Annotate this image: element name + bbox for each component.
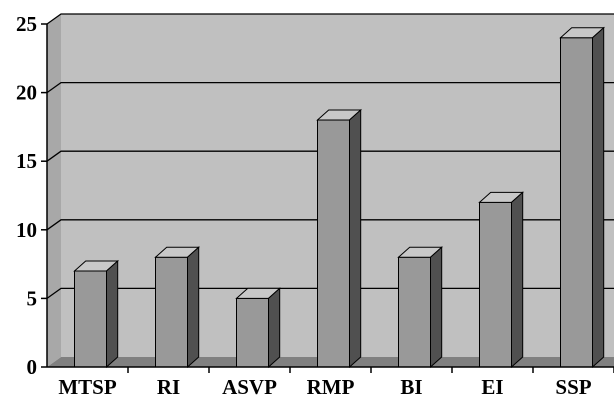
bar-side bbox=[106, 259, 119, 369]
side-wall bbox=[47, 14, 61, 367]
bar-side bbox=[430, 246, 443, 369]
bar-front bbox=[479, 201, 512, 368]
gridline bbox=[46, 150, 614, 162]
x-tick-label: EI bbox=[481, 375, 503, 399]
bar bbox=[235, 287, 282, 369]
x-tick-label: ASVP bbox=[222, 375, 277, 399]
bars bbox=[73, 26, 606, 369]
bar bbox=[316, 108, 363, 369]
y-tick-label: 20 bbox=[16, 81, 37, 105]
x-tick-label: BI bbox=[400, 375, 422, 399]
bar bbox=[397, 246, 444, 369]
x-tick-label: RMP bbox=[307, 375, 355, 399]
bar-front bbox=[74, 270, 107, 368]
bar-front bbox=[560, 37, 593, 368]
bar bbox=[73, 259, 120, 369]
bar bbox=[478, 191, 525, 369]
x-tick-label: MTSP bbox=[58, 375, 117, 399]
bar-side bbox=[349, 108, 362, 369]
bar bbox=[559, 26, 606, 369]
y-tick-label: 10 bbox=[16, 218, 37, 242]
bar-front bbox=[236, 297, 269, 368]
bar-side bbox=[592, 26, 605, 369]
bar-front bbox=[155, 256, 188, 368]
y-tick-label: 5 bbox=[27, 286, 38, 310]
y-axis: 0 5 10 15 20 25 bbox=[16, 12, 48, 379]
x-tick-label: SSP bbox=[555, 375, 591, 399]
gridline bbox=[46, 81, 614, 94]
y-tick-label: 25 bbox=[16, 12, 37, 36]
x-axis: MTSP RI ASVP RMP BI EI SSP bbox=[47, 366, 614, 399]
y-tick-label: 0 bbox=[27, 355, 38, 379]
bar-front bbox=[398, 256, 431, 368]
bar-side bbox=[511, 191, 524, 369]
x-tick-label: RI bbox=[157, 375, 180, 399]
gridline bbox=[46, 13, 614, 25]
y-tick-label: 15 bbox=[16, 149, 37, 173]
bar-side bbox=[187, 246, 200, 369]
bar-side bbox=[268, 287, 281, 369]
bar bbox=[154, 246, 201, 369]
gridline bbox=[46, 219, 614, 231]
bar-front bbox=[317, 119, 350, 368]
